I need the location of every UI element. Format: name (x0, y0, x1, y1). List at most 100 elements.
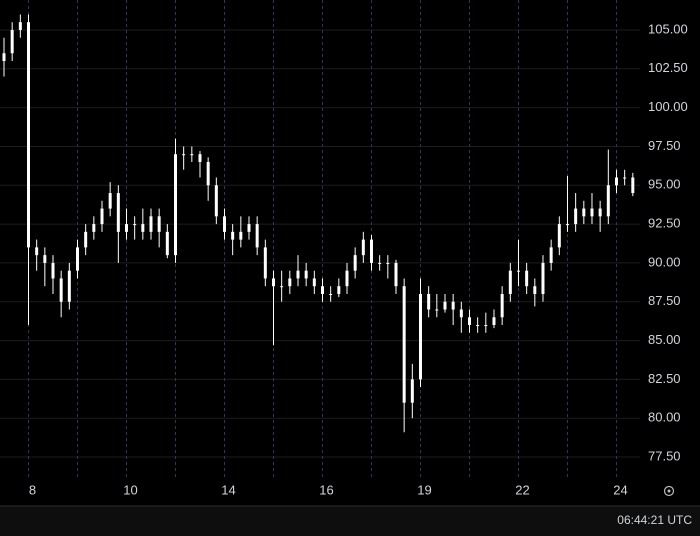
candle-body (165, 231, 169, 256)
candle-body (369, 239, 373, 263)
candle-body (549, 247, 553, 263)
y-tick-label: 100.00 (648, 99, 688, 114)
candle-body (214, 185, 218, 217)
candle-body (239, 231, 243, 240)
y-tick-label: 92.50 (648, 216, 681, 231)
x-tick-label: 10 (123, 482, 137, 497)
candle-body (59, 278, 63, 302)
candle-body (190, 154, 194, 156)
candle-body (427, 293, 431, 310)
candle-body (467, 317, 471, 326)
x-tick-label: 16 (319, 482, 333, 497)
candle-body (124, 224, 128, 232)
candle-body (329, 293, 333, 295)
candle-body (157, 216, 161, 232)
candle-body (574, 208, 578, 225)
status-bar (0, 506, 700, 536)
candle-body (508, 270, 512, 294)
candle-body (451, 301, 455, 310)
candle-body (320, 286, 324, 294)
candle-body (116, 193, 120, 232)
candle-body (500, 293, 504, 318)
candle-body (198, 154, 202, 162)
candle-body (525, 270, 529, 287)
candle-body (280, 286, 284, 288)
candle-body (345, 270, 349, 287)
candle-body (378, 262, 382, 264)
candle-body (565, 224, 569, 226)
candle-body (100, 208, 104, 225)
y-tick-label: 95.00 (648, 177, 681, 192)
candle-body (35, 247, 39, 256)
y-tick-label: 82.50 (648, 371, 681, 386)
candle-body (533, 286, 537, 294)
candle-body (590, 208, 594, 217)
candle-body (173, 154, 177, 256)
candle-body (222, 216, 226, 232)
y-tick-label: 77.50 (648, 448, 681, 463)
candle-body (141, 224, 145, 232)
candle-body (606, 185, 610, 217)
candle-body (394, 262, 398, 287)
candle-body (353, 255, 357, 271)
candle-body (296, 270, 300, 279)
y-tick-label: 90.00 (648, 254, 681, 269)
y-tick-label: 87.50 (648, 293, 681, 308)
candle-body (231, 231, 235, 240)
candle-body (255, 224, 259, 248)
candle-body (288, 278, 292, 287)
candle-body (614, 177, 618, 186)
settings-button[interactable] (663, 485, 675, 497)
x-tick-label: 22 (515, 482, 529, 497)
candle-body (304, 270, 308, 279)
candle-body (271, 278, 275, 287)
settings-icon[interactable] (663, 485, 675, 497)
candle-body (582, 208, 586, 217)
candle-body (631, 177, 635, 194)
y-tick-label: 85.00 (648, 332, 681, 347)
candle-body (67, 270, 71, 302)
candle-body (402, 286, 406, 403)
settings-icon-dot[interactable] (667, 489, 671, 493)
candle-body (337, 286, 341, 294)
candle-body (459, 309, 463, 318)
candle-body (443, 301, 447, 310)
candle-body (18, 22, 22, 30)
x-tick-label: 24 (613, 482, 627, 497)
clock: 06:44:21 UTC (617, 513, 692, 527)
candle-body (361, 239, 365, 256)
x-tick-label: 19 (417, 482, 431, 497)
candle-body (386, 262, 390, 264)
candle-body (84, 231, 88, 248)
candle-body (598, 208, 602, 217)
candle-body (108, 193, 112, 209)
candle-body (492, 317, 496, 326)
candle-body (410, 379, 414, 403)
y-tick-label: 80.00 (648, 410, 681, 425)
candle-body (484, 325, 488, 327)
x-tick-label: 14 (221, 482, 235, 497)
candle-body (247, 224, 251, 232)
candle-body (476, 325, 480, 327)
candle-body (435, 309, 439, 311)
candle-body (2, 53, 6, 62)
candle-body (557, 224, 561, 248)
candle-body (149, 216, 153, 232)
candle-body (92, 224, 96, 232)
candle-body (516, 270, 520, 272)
candle-body (206, 161, 210, 186)
candle-body (418, 293, 422, 380)
candle-body (27, 22, 31, 248)
candle-body (10, 29, 14, 54)
candle-body (182, 154, 186, 156)
y-tick-label: 105.00 (648, 21, 688, 36)
candle-body (623, 177, 627, 179)
x-tick-label: 8 (29, 482, 36, 497)
candle-body (75, 247, 79, 271)
candle-body (51, 262, 55, 279)
candle-body (541, 262, 545, 294)
candle-body (312, 278, 316, 287)
candle-body (43, 255, 47, 263)
